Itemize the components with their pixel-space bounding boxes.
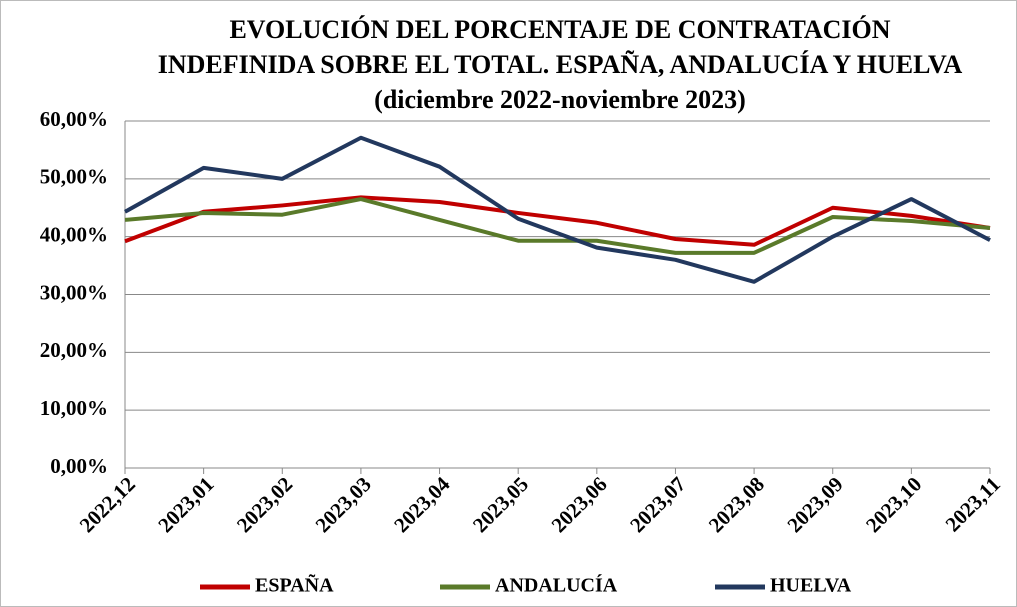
y-tick-label: 50,00% bbox=[40, 165, 108, 189]
y-tick-label: 60,00% bbox=[40, 107, 108, 131]
chart-title: INDEFINIDA SOBRE EL TOTAL. ESPAÑA, ANDAL… bbox=[158, 50, 963, 79]
legend-label: ESPAÑA bbox=[255, 574, 334, 597]
chart-title: (diciembre 2022-noviembre 2023) bbox=[374, 85, 746, 114]
y-tick-label: 30,00% bbox=[40, 280, 108, 304]
legend-label: HUELVA bbox=[770, 575, 852, 597]
line-series bbox=[124, 197, 991, 255]
y-tick-label: 20,00% bbox=[40, 338, 108, 362]
y-tick-label: 0,00% bbox=[50, 454, 108, 478]
line-series bbox=[124, 135, 991, 284]
y-tick-label: 40,00% bbox=[40, 222, 108, 246]
chart-title: EVOLUCIÓN DEL PORCENTAJE DE CONTRATACIÓN bbox=[229, 15, 890, 44]
legend-label: ANDALUCÍA bbox=[495, 574, 618, 597]
y-tick-label: 10,00% bbox=[40, 396, 108, 420]
line-series bbox=[124, 195, 991, 247]
